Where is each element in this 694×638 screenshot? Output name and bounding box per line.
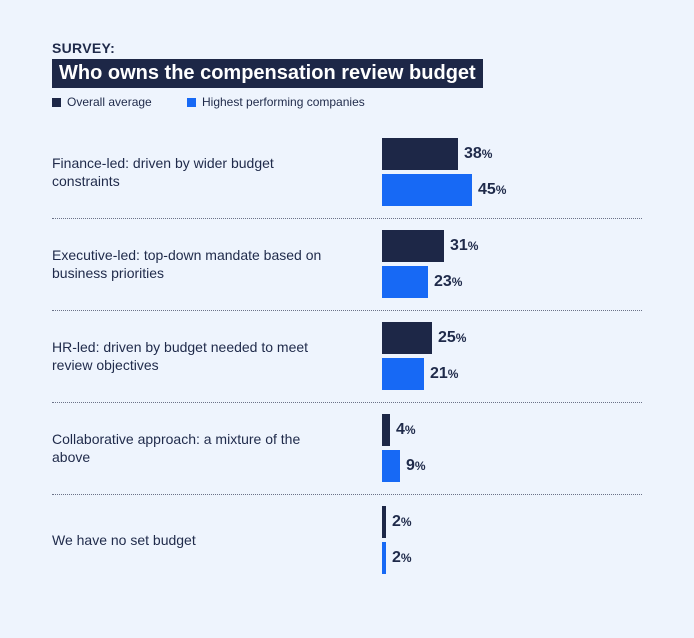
legend-swatch <box>187 98 196 107</box>
bar-value-label: 23% <box>434 273 463 290</box>
category-label: Finance-led: driven by wider budget cons… <box>52 155 274 189</box>
bar-value-label: 25% <box>438 329 467 346</box>
bar-value-label: 38% <box>464 145 493 162</box>
bar-value-label: 2% <box>392 513 412 530</box>
row-divider <box>52 218 642 219</box>
legend-label: Overall average <box>67 95 152 109</box>
bar <box>382 266 428 298</box>
bar-value-label: 2% <box>392 549 412 566</box>
row-divider <box>52 402 642 403</box>
bar <box>382 322 432 354</box>
category-label: We have no set budget <box>52 532 196 548</box>
bar <box>382 450 400 482</box>
legend-label: Highest performing companies <box>202 95 365 109</box>
bar <box>382 230 444 262</box>
category-label: Executive-led: top-down mandate based on… <box>52 247 322 281</box>
category-label: Collaborative approach: a mixture of the… <box>52 431 301 465</box>
category-label: HR-led: driven by budget needed to meet … <box>52 339 309 373</box>
chart-title: Who owns the compensation review budget <box>52 59 483 88</box>
bar-value-label: 9% <box>406 457 426 474</box>
bar <box>382 506 386 538</box>
bar <box>382 414 390 446</box>
bar <box>382 138 458 170</box>
bar-value-label: 21% <box>430 365 459 382</box>
bar-value-label: 45% <box>478 181 507 198</box>
legend-swatch <box>52 98 61 107</box>
bar <box>382 358 424 390</box>
chart-kicker: SURVEY: <box>52 40 116 56</box>
bar-value-label: 31% <box>450 237 479 254</box>
row-divider <box>52 310 642 311</box>
bar <box>382 542 386 574</box>
row-divider <box>52 494 642 495</box>
bar <box>382 174 472 206</box>
bar-value-label: 4% <box>396 421 416 438</box>
